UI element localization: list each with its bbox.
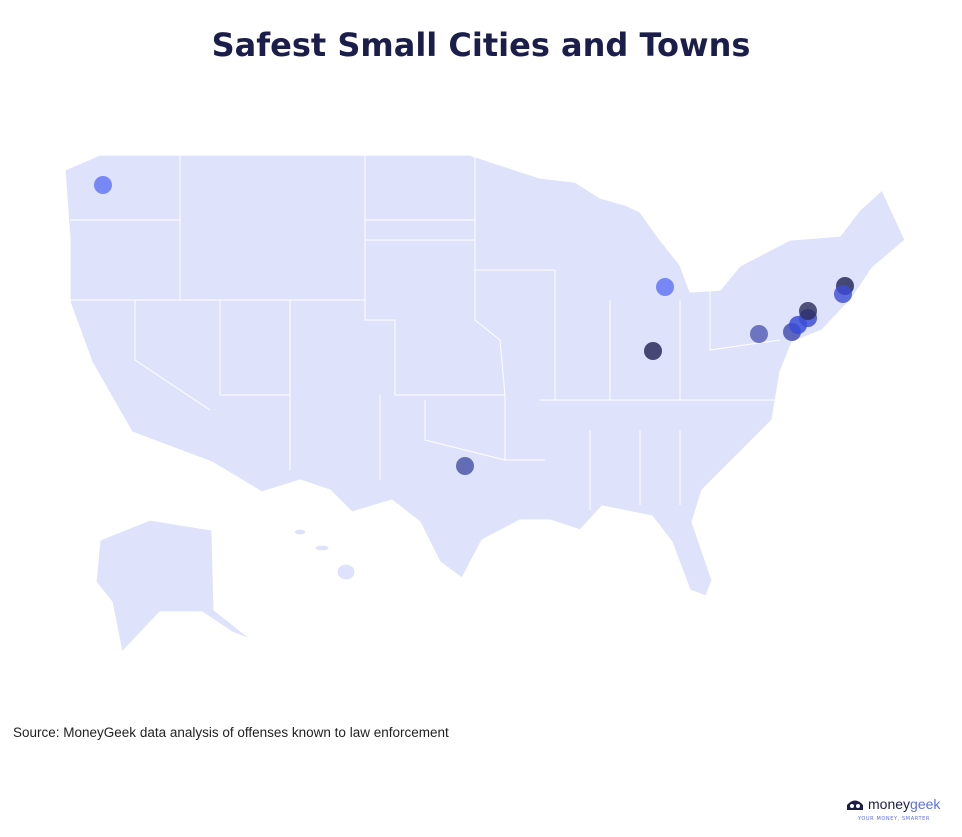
source-note: Source: MoneyGeek data analysis of offen… xyxy=(13,725,449,740)
city-marker xyxy=(94,176,112,194)
city-marker xyxy=(750,325,768,343)
alaska xyxy=(95,519,253,654)
logo-name-first: money xyxy=(868,796,911,812)
map-title: Safest Small Cities and Towns xyxy=(211,26,751,64)
state-borders xyxy=(70,155,781,510)
hawaii xyxy=(293,528,307,536)
city-marker xyxy=(799,302,817,320)
city-marker xyxy=(656,278,674,296)
logo-icon xyxy=(847,800,863,810)
hawaii xyxy=(314,544,330,552)
logo-name-second: geek xyxy=(910,796,941,812)
hawaii xyxy=(336,563,356,581)
city-marker xyxy=(644,342,662,360)
city-markers xyxy=(94,176,854,475)
city-marker xyxy=(456,457,474,475)
contiguous-us xyxy=(64,154,906,597)
logo-name: moneygeek xyxy=(868,796,940,812)
logo-tagline: YOUR MONEY, SMARTER xyxy=(858,816,930,822)
land xyxy=(64,154,906,654)
city-marker xyxy=(834,285,852,303)
